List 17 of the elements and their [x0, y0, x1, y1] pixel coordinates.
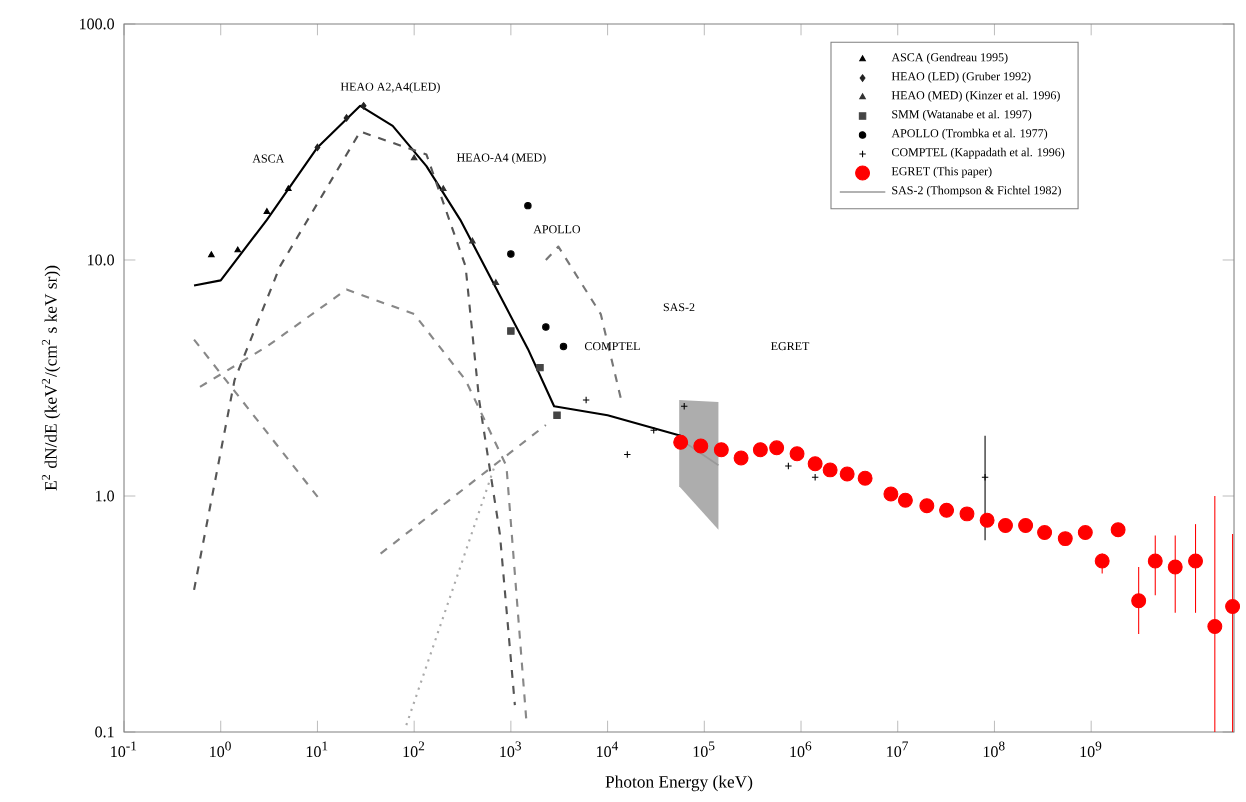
x-tick-label: 10$^{7}$	[887, 741, 908, 758]
x-tick-label: 10$^{6}$	[790, 741, 812, 758]
x-tick-label: 10$^{9}$	[1080, 741, 1102, 758]
y-tick-label: 100.0	[80, 18, 114, 30]
y-tick-label: 10.0	[88, 254, 114, 266]
y-tick-label: 0.1	[95, 726, 114, 738]
x-tick-label: 10$^{1}$	[306, 741, 328, 758]
x-tick-label: 10$^{3}$	[500, 741, 522, 758]
y-tick-label: 1.0	[96, 490, 114, 502]
x-tick-label: 10$^{4}$	[597, 741, 619, 758]
x-tick-label: 10$^{2}$	[403, 741, 425, 758]
y-axis-title: E$^{2}$ dN/dE (keV$^{2}$/(cm$^{2}$ s keV sr))	[41, 265, 61, 491]
x-axis-title: Photon Energy (keV)	[605, 775, 753, 792]
x-tick-label: 10$^{0}$	[210, 741, 231, 758]
x-tick-label: 10$^{5}$	[693, 741, 715, 758]
x-tick-label: 10$^{-1}$	[111, 741, 137, 758]
x-tick-label: 10$^{8}$	[983, 741, 1005, 758]
